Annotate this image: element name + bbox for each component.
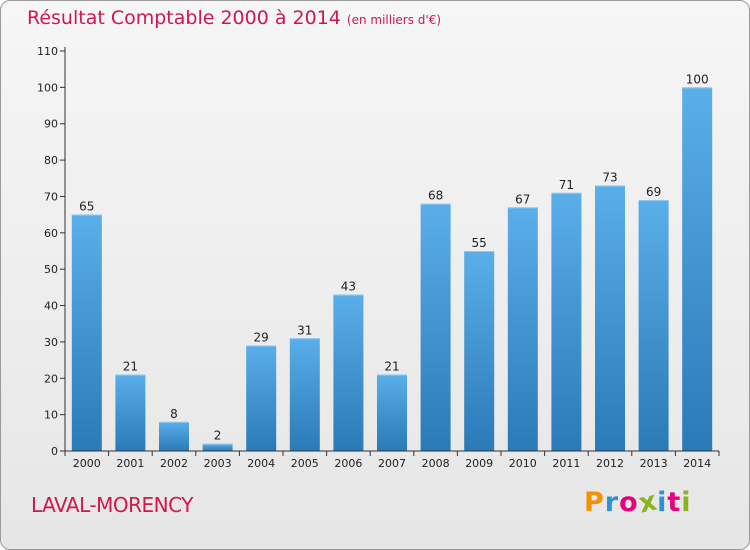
y-tick-label: 70 <box>44 190 58 203</box>
data-label: 67 <box>515 192 530 206</box>
y-tick-label: 80 <box>44 154 58 167</box>
x-tick-label: 2010 <box>509 457 537 470</box>
bar-2003 <box>202 443 233 451</box>
data-label: 73 <box>602 171 617 185</box>
x-tick-label: 2000 <box>73 457 101 470</box>
y-tick-label: 60 <box>44 227 58 240</box>
x-tick-label: 2014 <box>683 457 711 470</box>
bar-2007 <box>377 374 407 451</box>
y-tick-label: 20 <box>44 372 58 385</box>
y-tick-label: 40 <box>44 300 58 313</box>
bar-2004 <box>246 345 277 451</box>
logo-letter: P <box>584 487 605 518</box>
data-label: 31 <box>297 323 312 337</box>
x-tick-label: 2004 <box>247 457 275 470</box>
data-label: 100 <box>686 72 709 86</box>
y-axis: 0 10 20 30 40 50 60 70 80 90 100 110 <box>37 45 66 458</box>
bar-2013 <box>638 200 669 451</box>
logo-letter: i <box>681 487 692 518</box>
bar-2012 <box>595 185 625 451</box>
y-tick-label: 50 <box>44 263 58 276</box>
data-label: 8 <box>170 407 178 421</box>
logo-letter: t <box>667 487 682 518</box>
proxiti-logo[interactable]: Proxiti <box>584 485 692 519</box>
x-tick-label: 2008 <box>422 457 450 470</box>
commune-name: LAVAL-MORENCY <box>31 493 193 517</box>
x-tick-label: 2009 <box>465 457 493 470</box>
data-label: 68 <box>428 189 443 203</box>
bars: 65 21 8 2 29 31 43 21 68 55 67 71 73 69 100 <box>71 72 713 451</box>
data-label: 71 <box>559 178 574 192</box>
bar-2005 <box>289 338 320 451</box>
data-label: 43 <box>341 280 356 294</box>
bar-2001 <box>115 374 146 451</box>
y-tick-label: 30 <box>44 336 58 349</box>
data-label: 21 <box>384 360 399 374</box>
bar-2009 <box>464 251 495 451</box>
y-tick-label: 0 <box>51 445 58 458</box>
x-tick-label: 2007 <box>378 457 406 470</box>
x-axis: 2000 2001 2002 2003 2004 2005 2006 2007 2008 2009… <box>64 450 720 470</box>
chart-title: Résultat Comptable 2000 à 2014 (en millie… <box>27 7 441 29</box>
x-tick-label: 2005 <box>291 457 319 470</box>
x-tick-label: 2006 <box>334 457 362 470</box>
x-tick-label: 2011 <box>552 457 580 470</box>
x-tick-label: 2013 <box>640 457 668 470</box>
bar-2011 <box>551 192 582 451</box>
logo-letter: i <box>657 487 668 518</box>
bar-2014 <box>682 87 713 451</box>
x-tick-label: 2012 <box>596 457 624 470</box>
data-label: 55 <box>472 236 487 250</box>
y-tick-label: 100 <box>37 81 58 94</box>
x-tick-label: 2003 <box>204 457 232 470</box>
logo-letter: o <box>619 487 639 518</box>
y-tick-label: 10 <box>44 409 58 422</box>
x-tick-label: 2002 <box>160 457 188 470</box>
y-tick-label: 110 <box>37 45 58 58</box>
data-label: 29 <box>254 331 269 345</box>
data-label: 65 <box>79 200 94 214</box>
logo-letter: r <box>604 487 620 518</box>
chart-subtitle: (en milliers d'€) <box>346 13 442 27</box>
bar-2000 <box>71 214 102 451</box>
bar-2010 <box>507 207 538 451</box>
data-label: 21 <box>123 360 138 374</box>
bar-2002 <box>159 421 189 451</box>
data-label: 69 <box>646 185 661 199</box>
bar-2006 <box>333 294 364 451</box>
x-tick-label: 2001 <box>116 457 144 470</box>
y-tick-label: 90 <box>44 118 58 131</box>
chart-title-text: Résultat Comptable 2000 à 2014 <box>27 7 341 29</box>
data-label: 2 <box>214 429 222 443</box>
bar-2008 <box>420 203 451 451</box>
